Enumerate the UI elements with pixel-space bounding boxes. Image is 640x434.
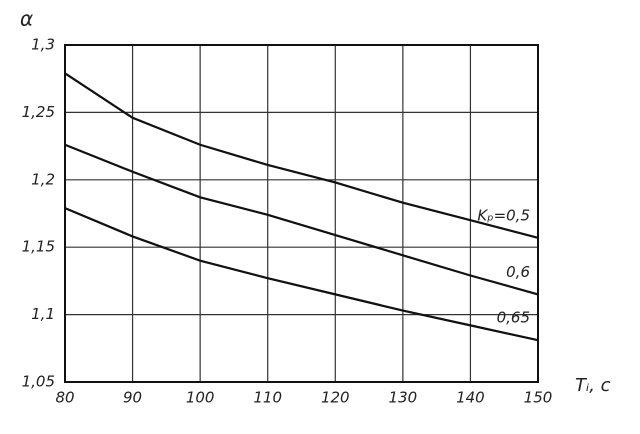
x-tick-label: 110 [253, 389, 282, 407]
series-label: 0,6 [506, 263, 530, 281]
x-tick-label: 100 [186, 389, 215, 407]
x-tick-label: 130 [389, 389, 418, 407]
y-tick-label: 1,05 [22, 373, 55, 391]
y-tick-label: 1,1 [31, 305, 55, 323]
line [64, 72, 539, 239]
y-tick-label: 1,3 [31, 36, 55, 54]
x-tick-label: 80 [55, 389, 74, 407]
y-axis-label: α [20, 7, 33, 31]
x-tick-label: 150 [524, 389, 553, 407]
line [64, 143, 539, 296]
y-tick-label: 1,15 [22, 238, 55, 256]
x-tick-label: 90 [123, 389, 142, 407]
x-tick-label: 140 [456, 389, 485, 407]
line [64, 207, 539, 342]
x-axis-label: Tᵢ, c [575, 375, 611, 396]
y-tick-label: 1,25 [22, 103, 55, 121]
series-label: Kₚ=0,5 [477, 206, 530, 224]
plot-frame [64, 44, 539, 383]
series-label: 0,65 [497, 309, 530, 327]
x-tick-label: 120 [321, 389, 350, 407]
y-tick-label: 1,2 [31, 170, 55, 188]
